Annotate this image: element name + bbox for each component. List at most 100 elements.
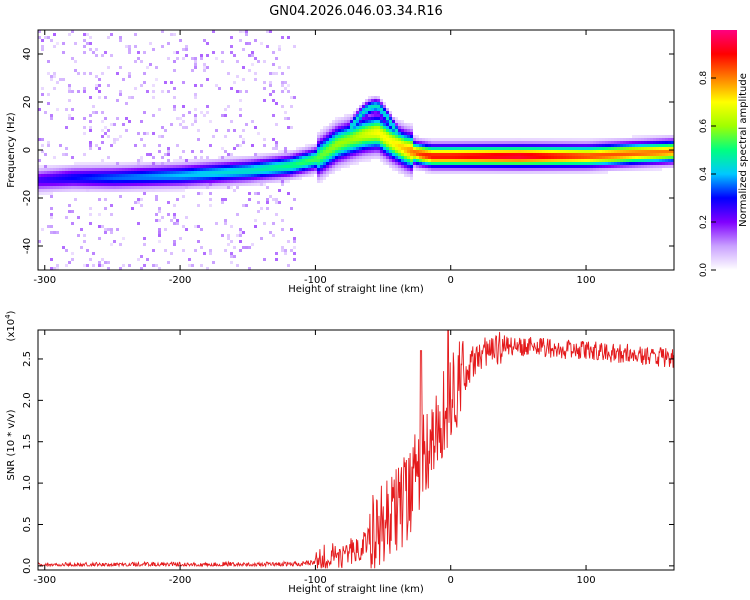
spectrogram-cell [548,153,551,156]
spectrogram-cell [542,150,545,153]
spectrogram-cell [416,135,419,138]
spectrogram-cell [50,231,53,234]
spectrogram-cell [317,135,320,138]
spectrogram-cell [149,189,152,192]
spectrogram-cell [392,135,395,138]
spectrogram-cell [284,153,287,156]
spectrogram-cell [479,153,482,156]
spectrogram-cell [161,171,164,174]
spectrogram-cell [392,123,395,126]
spectrogram-cell [587,138,590,141]
spectrogram-cell [104,183,107,186]
spectrogram-cell [551,156,554,159]
spectrogram-cell [494,159,497,162]
spectrogram-cell [281,159,284,162]
spectrogram-cell [515,168,518,171]
spectrogram-cell [662,165,665,168]
spectrogram-cell [218,168,221,171]
spectrogram-cell [668,159,671,162]
spectrogram-cell [257,192,260,195]
spectrogram-cell [560,138,563,141]
spectrogram-cell [524,147,527,150]
spectrogram-cell [191,159,194,162]
spectrogram-cell [296,159,299,162]
spectrogram-cell [383,129,386,132]
spectrogram-cell [419,138,422,141]
spectrogram-cell [254,177,257,180]
spectrogram-cell [71,168,74,171]
spectrogram-cell [449,159,452,162]
spectrogram-cell [287,171,290,174]
spectrogram-cell [137,132,140,135]
spectrogram-cell [656,147,659,150]
spectrogram-cell [179,189,182,192]
spectrogram-cell [605,147,608,150]
spectrogram-cell [173,159,176,162]
spectrogram-cell [56,186,59,189]
spectrogram-cell [149,63,152,66]
spectrogram-cell [182,186,185,189]
spectrogram-cell [584,165,587,168]
spectrogram-cell [218,174,221,177]
spectrogram-cell [386,120,389,123]
spectrogram-cell [395,156,398,159]
spectrogram-cell [200,186,203,189]
spectrogram-cell [137,162,140,165]
spectrogram-cell [41,174,44,177]
spectrogram-cell [137,183,140,186]
spectrogram-x-ticks: -300 -200 -100 0 100 [33,30,596,286]
spectrogram-cell [44,189,47,192]
spectrogram-cell [596,138,599,141]
spectrogram-cell [311,144,314,147]
spectrogram-cell [341,156,344,159]
spectrogram-cell [71,156,74,159]
spectrogram-cell [500,150,503,153]
spectrogram-cell [605,171,608,174]
spectrogram-cell [638,150,641,153]
spectrogram-cell [119,135,122,138]
spectrogram-cell [398,168,401,171]
spectrogram-cell [56,108,59,111]
spectrogram-cell [353,159,356,162]
spectrogram-cell [668,141,671,144]
spectrogram-cell [47,174,50,177]
spectrogram-cell [389,114,392,117]
spectrogram-cell [293,174,296,177]
spectrogram-cell [455,162,458,165]
spectrogram-cell [221,168,224,171]
spectrogram-cell [401,129,404,132]
spectrogram-cell [125,168,128,171]
spectrogram-cell [407,138,410,141]
spectrogram-cell [437,150,440,153]
spectrogram-cell [305,153,308,156]
spectrogram-cell [365,120,368,123]
spectrogram-cell [137,186,140,189]
spectrogram-cell [572,141,575,144]
spectrogram-cell [230,171,233,174]
spectrogram-cell [404,135,407,138]
spectrogram-cell [359,153,362,156]
spectrogram-cell [122,186,125,189]
spectrogram-cell [665,141,668,144]
spectrogram-cell [554,165,557,168]
spectrogram-cell [38,174,41,177]
spectrogram-cell [149,186,152,189]
spectrogram-cell [662,141,665,144]
spectrogram-cell [497,147,500,150]
snr-y-multiplier: (x104) [4,310,17,341]
spectrogram-cell [653,141,656,144]
spectrogram-cell [77,72,80,75]
spectrogram-cell [314,159,317,162]
spectrogram-cell [143,168,146,171]
spectrogram-cell [44,174,47,177]
spectrogram-cell [629,159,632,162]
spectrogram-cell [344,114,347,117]
spectrogram-cell [329,144,332,147]
spectrogram-cell [146,66,149,69]
spectrogram-cell [155,186,158,189]
x-tick-label: 100 [576,575,595,586]
spectrogram-cell [302,171,305,174]
spectrogram-cell [278,159,281,162]
spectrogram-cell [209,162,212,165]
spectrogram-cell [176,186,179,189]
